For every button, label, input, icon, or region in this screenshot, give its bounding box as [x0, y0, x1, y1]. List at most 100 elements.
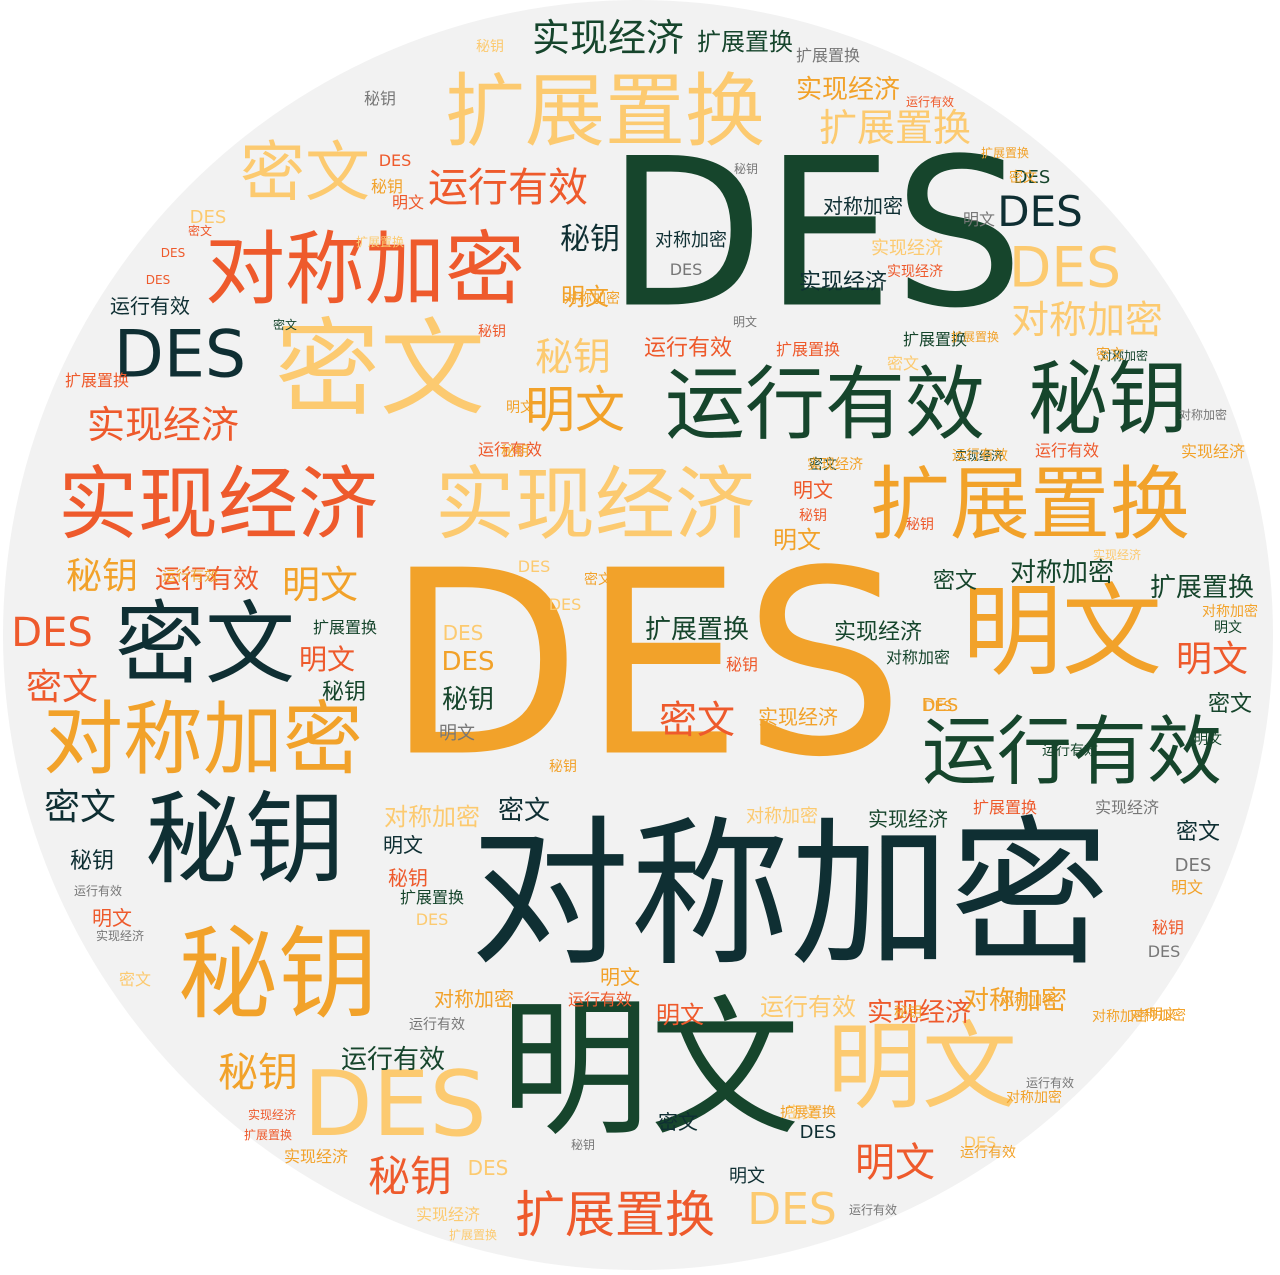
cloud-word: 明文	[1170, 878, 1204, 897]
cloud-word: 对称加密	[1099, 349, 1149, 363]
cloud-word: 秘钥	[733, 162, 759, 176]
cloud-word: 运行有效	[154, 565, 260, 595]
cloud-word: 密文	[1175, 820, 1221, 845]
cloud-word: 密文	[1207, 692, 1253, 717]
cloud-word: 对称加密	[823, 194, 903, 218]
cloud-word: 秘钥	[549, 759, 577, 775]
cloud-word: 扩展置换	[448, 1228, 498, 1242]
cloud-word: 对称加密	[205, 223, 525, 316]
cloud-word: 实现经济	[871, 238, 943, 259]
cloud-word: DES	[189, 207, 227, 228]
cloud-word: 实现经济	[1092, 548, 1142, 562]
cloud-word: 运行有效	[340, 1045, 446, 1075]
cloud-word: 扩展置换	[399, 888, 465, 907]
cloud-word: 秘钥	[476, 39, 504, 55]
cloud-word: 运行有效	[428, 165, 588, 211]
cloud-word: 对称加密	[1178, 408, 1228, 422]
cloud-word: 明文	[525, 381, 625, 439]
cloud-word: DES	[385, 516, 905, 814]
cloud-word: 明文	[1175, 639, 1249, 680]
cloud-word: 明文	[1214, 620, 1242, 636]
cloud-word: 运行有效	[643, 336, 733, 361]
cloud-word: 扩展置换	[775, 340, 841, 359]
cloud-word: 对称加密	[1202, 604, 1258, 620]
cloud-word: 明文	[281, 563, 359, 607]
cloud-word: 明文	[92, 906, 132, 930]
cloud-word: 秘钥	[534, 335, 612, 379]
cloud-word: DES	[441, 647, 495, 677]
cloud-word: 运行有效	[1042, 743, 1098, 759]
cloud-word: 实现经济	[435, 458, 755, 551]
cloud-word: 运行有效	[162, 569, 218, 585]
cloud-word: 运行有效	[952, 448, 1008, 464]
cloud-word: DES	[517, 557, 551, 576]
cloud-word: 明文	[962, 210, 996, 229]
cloud-word: 扩展置换	[1149, 573, 1255, 603]
cloud-word: 秘钥	[478, 324, 506, 340]
cloud-word: 扩展置换	[980, 146, 1030, 160]
cloud-word: 运行有效	[73, 884, 123, 898]
cloud-word: DES	[467, 1156, 509, 1180]
cloud-word: 实现经济	[531, 16, 685, 60]
cloud-word: 实现经济	[795, 75, 901, 105]
cloud-word: 秘钥	[906, 517, 934, 533]
cloud-word: 密文	[118, 970, 152, 989]
cloud-word: 秘钥	[178, 916, 378, 1033]
cloud-word: DES	[606, 115, 1024, 354]
cloud-word: DES	[145, 273, 171, 287]
cloud-word: 对称加密	[655, 230, 727, 251]
cloud-word: 明文	[732, 315, 758, 329]
cloud-word: DES	[415, 910, 449, 929]
cloud-word: DES	[442, 621, 484, 645]
cloud-word: 密文	[1096, 347, 1124, 363]
word-cloud-disc	[3, 0, 1273, 1270]
cloud-word: 运行有效	[921, 707, 1223, 796]
cloud-word: 对称加密	[564, 291, 620, 307]
cloud-word: DES	[921, 695, 959, 716]
cloud-word: DES	[1008, 235, 1122, 300]
cloud-word: 密文	[274, 308, 486, 431]
cloud-word: 明文	[439, 723, 475, 744]
cloud-word: 秘钥	[501, 444, 529, 460]
cloud-word: 明文	[1149, 1007, 1177, 1023]
cloud-word: 秘钥	[145, 781, 345, 898]
cloud-word: 密文	[115, 592, 295, 697]
cloud-word: 明文	[600, 965, 640, 989]
cloud-word: 扩展置换	[972, 798, 1038, 817]
cloud-word: 对称加密	[43, 693, 363, 786]
cloud-word: 明文	[855, 1140, 935, 1186]
cloud-word: 扩展置换	[950, 330, 1000, 344]
cloud-word: 对称加密	[1130, 1008, 1186, 1024]
cloud-word: DES	[1174, 855, 1212, 876]
cloud-word: DES	[997, 187, 1083, 236]
cloud-word: 实现经济	[95, 929, 145, 943]
cloud-word: 扩展置换	[515, 1186, 715, 1244]
cloud-word: 实现经济	[283, 1147, 349, 1166]
cloud-word: 实现经济	[887, 264, 943, 280]
cloud-word: 明文	[962, 573, 1162, 690]
cloud-word: 对称加密	[1010, 298, 1164, 342]
cloud-word: 实现经济	[758, 705, 838, 729]
cloud-word: 运行有效	[960, 1145, 1016, 1161]
cloud-word: 实现经济	[866, 998, 972, 1028]
cloud-word: 密文	[272, 318, 298, 332]
cloud-word: 秘钥	[363, 89, 397, 108]
cloud-word: 秘钥	[321, 680, 367, 705]
cloud-word: DES	[303, 1052, 487, 1157]
cloud-word: 明文	[391, 193, 425, 212]
cloud-word: 实现经济	[415, 1205, 481, 1224]
cloud-word: 密文	[239, 135, 371, 211]
cloud-word: 对称加密	[384, 803, 480, 831]
cloud-word: 秘钥	[725, 655, 759, 674]
cloud-word: 秘钥	[441, 685, 495, 715]
cloud-word: 秘钥	[570, 1138, 596, 1152]
cloud-word: 对称加密	[885, 648, 951, 667]
cloud-word: 明文	[729, 1166, 765, 1187]
cloud-word: 对称加密	[1000, 993, 1056, 1009]
cloud-word: 运行有效	[760, 993, 856, 1021]
cloud-word: 明文	[656, 1001, 704, 1029]
cloud-word: 秘钥	[1151, 918, 1185, 937]
cloud-word: 实现经济	[833, 620, 923, 645]
cloud-word: 运行有效	[110, 294, 190, 318]
cloud-word: DES	[1147, 942, 1181, 961]
